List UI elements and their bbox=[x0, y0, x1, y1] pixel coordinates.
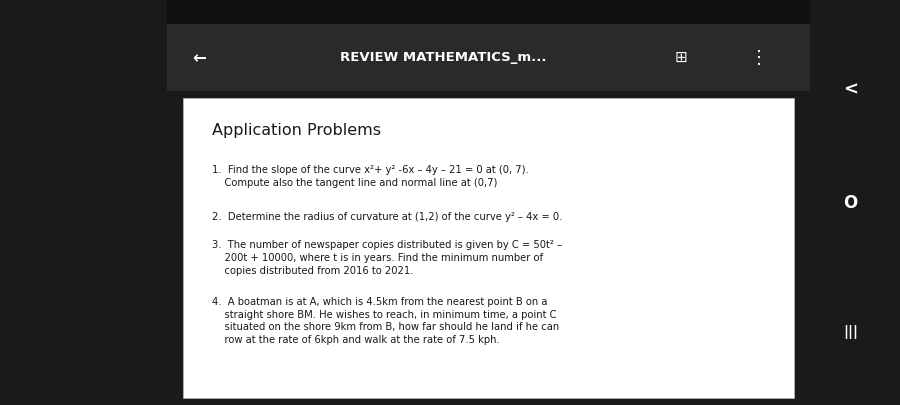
Text: 3.  The number of newspaper copies distributed is given by C = 50t² –
    200t +: 3. The number of newspaper copies distri… bbox=[212, 240, 562, 276]
FancyBboxPatch shape bbox=[183, 98, 794, 398]
FancyBboxPatch shape bbox=[166, 24, 810, 91]
Text: O: O bbox=[843, 194, 858, 211]
Text: 1.  Find the slope of the curve x²+ y² -6x – 4y – 21 = 0 at (0, 7).
    Compute : 1. Find the slope of the curve x²+ y² -6… bbox=[212, 165, 528, 188]
Text: 2.  Determine the radius of curvature at (1,2) of the curve y² – 4x = 0.: 2. Determine the radius of curvature at … bbox=[212, 212, 562, 222]
Text: |||: ||| bbox=[843, 325, 858, 339]
Text: Application Problems: Application Problems bbox=[212, 123, 381, 138]
FancyBboxPatch shape bbox=[166, 0, 810, 24]
Text: 4.  A boatman is at A, which is 4.5km from the nearest point B on a
    straight: 4. A boatman is at A, which is 4.5km fro… bbox=[212, 297, 559, 345]
Text: ⋮: ⋮ bbox=[750, 49, 768, 67]
Text: REVIEW MATHEMATICS_m...: REVIEW MATHEMATICS_m... bbox=[340, 51, 546, 64]
Text: ⊞: ⊞ bbox=[675, 50, 688, 65]
Text: ←: ← bbox=[192, 49, 205, 67]
Text: <: < bbox=[843, 80, 858, 98]
